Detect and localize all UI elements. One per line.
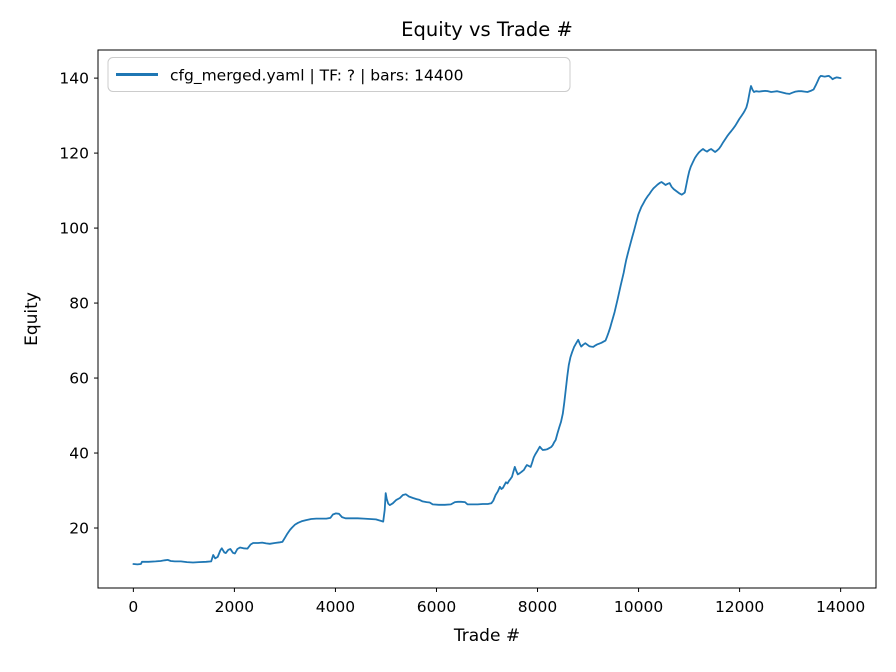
x-axis-label: Trade # [453,626,520,646]
equity-curve [132,75,842,566]
plot-area [97,49,877,589]
y-tick-label: 80 [69,295,89,313]
x-tick-label: 4000 [316,598,355,616]
y-tick-label: 60 [69,370,89,388]
x-tick-label: 14000 [816,598,865,616]
x-tick-label: 10000 [614,598,663,616]
x-tick-label: 2000 [215,598,254,616]
y-tick-label: 120 [59,145,89,163]
y-tick-label: 20 [69,520,89,538]
legend-box [107,57,571,92]
x-tick-label: 12000 [715,598,764,616]
y-tick-label: 140 [59,70,89,88]
y-axis-ticks: 20 40 60 80 100 120 140 [59,70,98,538]
chart-title: Equity vs Trade # [401,18,573,41]
y-tick-label: 40 [69,445,89,463]
x-tick-label: 0 [128,598,138,616]
y-tick-label: 100 [59,220,89,238]
x-tick-label: 8000 [518,598,557,616]
x-tick-label: 6000 [417,598,456,616]
legend: cfg_merged.yaml | TF: ? | bars: 14400 [107,57,571,92]
x-axis-ticks: 0 2000 4000 6000 8000 10000 12000 14000 [128,588,865,616]
legend-label: cfg_merged.yaml | TF: ? | bars: 14400 [170,67,463,86]
y-axis-label: Equity [22,292,42,346]
